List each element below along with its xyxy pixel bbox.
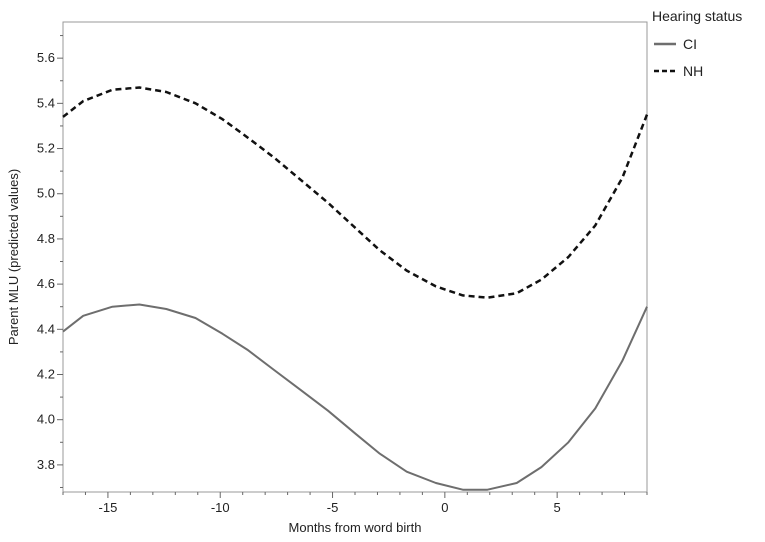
x-tick-label: -10 — [211, 500, 230, 515]
x-tick-label: 0 — [441, 500, 448, 515]
legend-title: Hearing status — [652, 8, 742, 24]
series-line-ci — [62, 303, 648, 491]
y-tick-label: 4.6 — [37, 276, 55, 291]
x-tick-label: 5 — [554, 500, 561, 515]
y-axis: 3.8 4.0 4.2 4.4 4.6 4.8 5.0 5.2 5.4 5.6 — [37, 35, 63, 488]
y-tick-label: 5.6 — [37, 50, 55, 65]
y-tick-label: 4.0 — [37, 412, 55, 427]
x-axis-label: Months from word birth — [289, 520, 422, 535]
x-tick-label: -15 — [99, 500, 118, 515]
y-tick-label: 5.2 — [37, 141, 55, 156]
series-layer — [62, 86, 649, 491]
legend-label-nh: NH — [683, 63, 703, 79]
series-line-nh — [62, 86, 649, 299]
y-tick-label: 4.4 — [37, 321, 55, 336]
legend: Hearing status CI NH — [652, 8, 742, 79]
x-axis: -15 -10 -5 0 5 — [62, 492, 648, 515]
y-tick-label: 4.2 — [37, 367, 55, 382]
x-tick-label: -5 — [327, 500, 339, 515]
plot-frame — [62, 21, 648, 493]
legend-label-ci: CI — [683, 36, 697, 52]
y-tick-label: 3.8 — [37, 457, 55, 472]
y-tick-label: 5.4 — [37, 95, 55, 110]
y-axis-label: Parent MLU (predicted values) — [6, 169, 21, 345]
y-tick-label: 4.8 — [37, 231, 55, 246]
y-tick-label: 5.0 — [37, 186, 55, 201]
